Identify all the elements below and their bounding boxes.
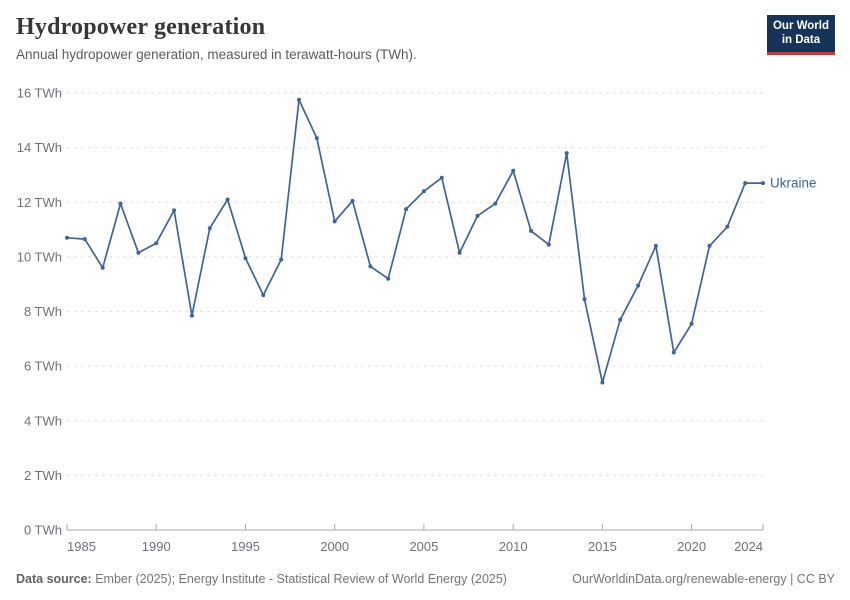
data-point[interactable]: [761, 181, 765, 186]
y-axis-label: 6 TWh: [24, 359, 62, 374]
data-point[interactable]: [653, 243, 658, 248]
data-point[interactable]: [243, 256, 248, 261]
data-point[interactable]: [100, 265, 105, 270]
data-point[interactable]: [743, 181, 748, 186]
chart-header: Hydropower generation Annual hydropower …: [16, 14, 835, 62]
line-series-ukraine[interactable]: [66, 98, 764, 384]
data-point[interactable]: [225, 197, 230, 202]
data-point[interactable]: [386, 276, 391, 281]
data-point[interactable]: [689, 321, 694, 326]
y-axis-label: 8 TWh: [24, 304, 62, 319]
y-axis-label: 0 TWh: [24, 523, 62, 538]
data-point[interactable]: [671, 350, 676, 355]
data-source-text: Ember (2025); Energy Institute - Statist…: [95, 572, 507, 586]
data-point[interactable]: [368, 264, 373, 269]
data-point[interactable]: [546, 242, 551, 247]
data-point[interactable]: [118, 201, 123, 206]
data-point[interactable]: [189, 313, 194, 318]
data-point[interactable]: [136, 250, 141, 255]
data-point[interactable]: [279, 257, 284, 262]
data-source-note: Data source: Ember (2025); Energy Instit…: [16, 572, 507, 586]
y-axis-label: 16 TWh: [17, 86, 62, 101]
chart-footer: Data source: Ember (2025); Energy Instit…: [16, 572, 835, 586]
data-points[interactable]: [65, 97, 765, 385]
owid-logo: Our World in Data: [766, 15, 835, 55]
x-axis: 1985 1990 1995 2000 2005 2010 2015 2020 2024: [66, 524, 764, 554]
y-axis-labels: 0 TWh 2 TWh 4 TWh 6 TWh 8 TWh 10 TWh 12 TWh 14 …: [17, 86, 62, 538]
y-axis-label: 10 TWh: [17, 249, 62, 264]
owid-logo-line1: Our World: [772, 20, 829, 32]
data-point[interactable]: [618, 317, 623, 322]
y-axis-label: 12 TWh: [17, 195, 62, 210]
data-point[interactable]: [297, 97, 301, 102]
x-axis-label: 2010: [499, 539, 528, 554]
series-label-ukraine[interactable]: Ukraine: [770, 176, 817, 191]
data-point[interactable]: [725, 224, 730, 229]
x-axis-label: 2024: [734, 539, 763, 554]
data-point[interactable]: [404, 207, 409, 212]
data-point[interactable]: [439, 175, 444, 180]
data-point[interactable]: [707, 243, 712, 248]
data-point[interactable]: [332, 219, 337, 224]
x-axis-label: 1995: [231, 539, 260, 554]
data-point[interactable]: [314, 136, 319, 141]
data-point[interactable]: [600, 380, 605, 385]
data-point[interactable]: [350, 198, 355, 203]
data-point[interactable]: [207, 226, 212, 231]
x-axis-label: 2020: [677, 539, 706, 554]
page-title: Hydropower generation: [16, 14, 266, 40]
y-axis-label: 14 TWh: [17, 140, 62, 155]
chart-titles: Hydropower generation Annual hydropower …: [16, 14, 417, 62]
gridlines: [67, 92, 763, 531]
data-point[interactable]: [172, 208, 177, 213]
data-point[interactable]: [421, 189, 426, 194]
data-point[interactable]: [475, 213, 480, 218]
data-point[interactable]: [529, 228, 533, 233]
x-axis-label: 1990: [142, 539, 171, 554]
y-axis-label: 4 TWh: [24, 413, 62, 428]
data-point[interactable]: [261, 293, 266, 298]
data-point[interactable]: [457, 250, 462, 255]
x-axis-label: 2015: [588, 539, 617, 554]
data-point[interactable]: [582, 297, 587, 302]
data-point[interactable]: [154, 241, 159, 246]
x-axis-label: 1985: [67, 539, 96, 554]
data-point[interactable]: [82, 237, 87, 242]
series-labels[interactable]: Ukraine: [770, 176, 817, 191]
y-axis-label: 2 TWh: [24, 468, 62, 483]
owid-link[interactable]: OurWorldinData.org/renewable-energy | CC…: [572, 572, 835, 586]
data-point[interactable]: [493, 201, 498, 206]
x-axis-label: 2005: [409, 539, 438, 554]
data-source-label: Data source:: [16, 572, 92, 586]
x-axis-label: 2000: [320, 539, 349, 554]
owid-logo-line2: in Data: [781, 33, 821, 46]
series-lines[interactable]: [66, 98, 764, 384]
chart-subtitle: Annual hydropower generation, measured i…: [16, 47, 417, 63]
data-point[interactable]: [511, 168, 516, 173]
data-point[interactable]: [65, 235, 69, 240]
data-point[interactable]: [636, 283, 641, 288]
data-point[interactable]: [564, 151, 569, 156]
